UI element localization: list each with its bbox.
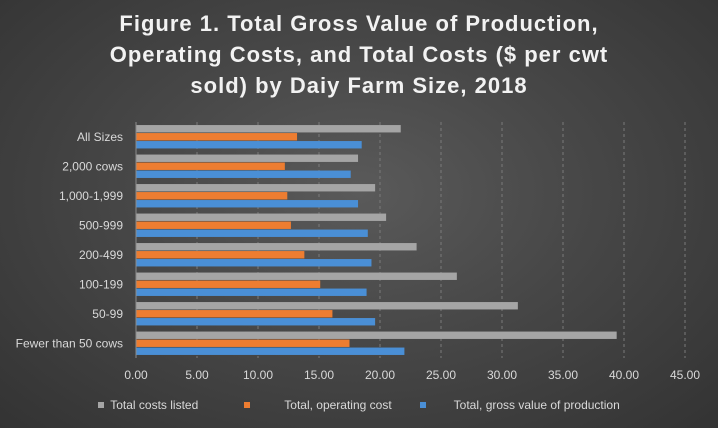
bar-total-costs-listed-500-999 <box>136 213 387 221</box>
legend-swatch-gross-value <box>419 402 426 408</box>
bar-total-costs-listed-50-99 <box>136 302 518 310</box>
x-tick-label: 30.00 <box>487 368 517 382</box>
bar-total-costs-listed-200-499 <box>136 243 417 251</box>
bar-total-costs-listed-1-000-1-999 <box>136 184 376 192</box>
bar-total-costs-listed-all-sizes <box>136 125 401 133</box>
x-tick-label: 10.00 <box>243 368 273 382</box>
legend-label-total-costs: Total costs listed <box>110 398 199 412</box>
y-category-label: 500-999 <box>79 218 123 232</box>
bar-total-operating-cost-100-199 <box>136 280 321 288</box>
legend-item-operating-cost: Total, operating cost <box>244 398 392 412</box>
y-category-label: 200-499 <box>79 248 123 262</box>
legend-item-gross-value: Total, gross value of production <box>419 398 620 412</box>
legend: Total costs listed Total, operating cost… <box>0 398 718 412</box>
x-tick-label: 15.00 <box>304 368 334 382</box>
chart-title-line-2: Operating Costs, and Total Costs ($ per … <box>109 42 609 67</box>
x-tick-label: 5.00 <box>185 368 209 382</box>
x-tick-label: 20.00 <box>365 368 395 382</box>
x-tick-label: 45.00 <box>670 368 700 382</box>
legend-item-total-costs: Total costs listed <box>98 398 198 412</box>
bar-total-gross-value-of-production-100-199 <box>136 288 367 296</box>
y-category-label: 100-199 <box>79 277 123 291</box>
bar-total-gross-value-of-production-1-000-1-999 <box>136 200 359 208</box>
legend-swatch-total-costs <box>98 402 105 408</box>
y-category-label: 2,000 cows <box>62 159 123 173</box>
y-category-label: 50-99 <box>92 307 123 321</box>
bar-total-costs-listed-2-000-cows <box>136 154 359 162</box>
y-category-label: 1,000-1,999 <box>59 189 123 203</box>
x-tick-label: 25.00 <box>426 368 456 382</box>
bar-total-operating-cost-50-99 <box>136 310 333 318</box>
x-tick-label: 0.00 <box>124 368 148 382</box>
legend-swatch-operating-cost <box>244 402 251 408</box>
bar-total-operating-cost-200-499 <box>136 251 305 259</box>
chart-title-line-3: sold) by Daiy Farm Size, 2018 <box>190 73 528 98</box>
bar-total-gross-value-of-production-500-999 <box>136 229 368 237</box>
x-tick-label: 40.00 <box>609 368 639 382</box>
legend-label-gross-value: Total, gross value of production <box>453 398 620 412</box>
bar-total-costs-listed-fewer-than-50-cows <box>136 331 617 339</box>
y-category-label: All Sizes <box>77 130 123 144</box>
legend-label-operating-cost: Total, operating cost <box>284 398 392 412</box>
bar-total-operating-cost-2-000-cows <box>136 162 285 170</box>
bar-total-gross-value-of-production-fewer-than-50-cows <box>136 347 405 355</box>
bar-total-operating-cost-500-999 <box>136 221 291 229</box>
bar-total-gross-value-of-production-2-000-cows <box>136 170 351 178</box>
chart-title-line-1: Figure 1. Total Gross Value of Productio… <box>119 11 599 36</box>
bar-total-costs-listed-100-199 <box>136 272 457 280</box>
bar-total-operating-cost-all-sizes <box>136 133 298 141</box>
chart-title: Figure 1. Total Gross Value of Productio… <box>0 8 718 101</box>
bar-total-operating-cost-fewer-than-50-cows <box>136 339 350 347</box>
bar-total-gross-value-of-production-200-499 <box>136 259 372 267</box>
y-category-label: Fewer than 50 cows <box>16 336 123 350</box>
bar-total-operating-cost-1-000-1-999 <box>136 192 288 200</box>
x-tick-label: 35.00 <box>548 368 578 382</box>
bar-total-gross-value-of-production-50-99 <box>136 318 376 326</box>
bar-total-gross-value-of-production-all-sizes <box>136 141 362 149</box>
